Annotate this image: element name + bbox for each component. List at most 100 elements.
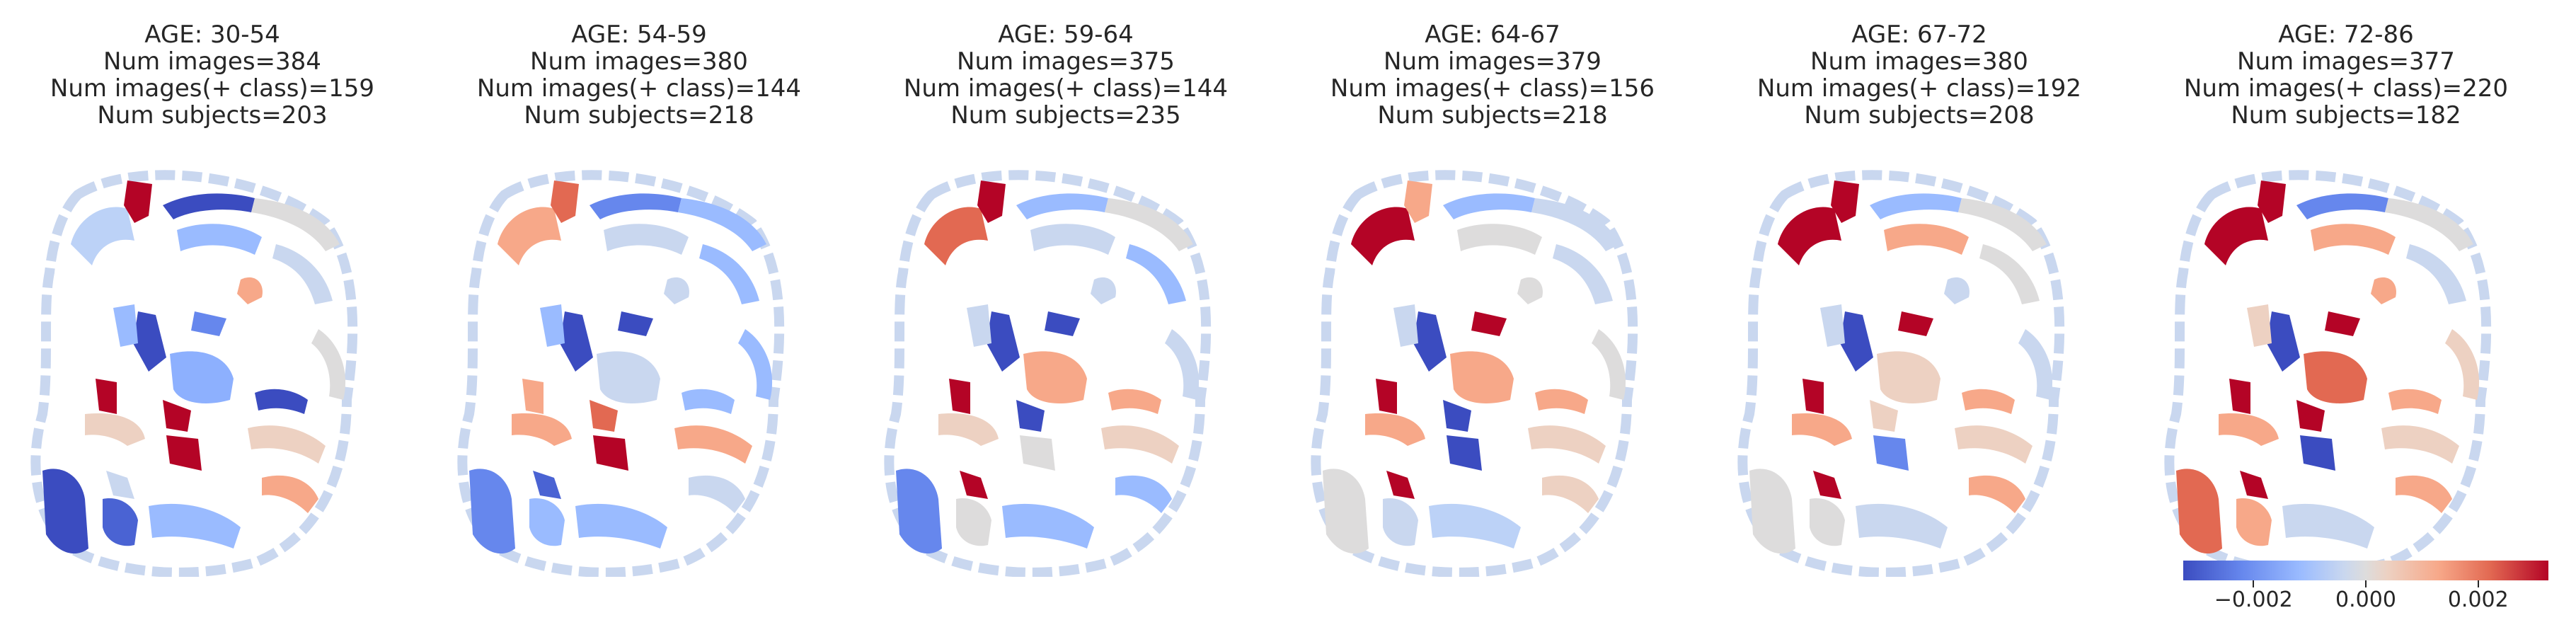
- region-insula2: [1962, 389, 2015, 414]
- age-panel: AGE: 59-64 Num images=375 Num images(+ cla…: [853, 0, 1278, 637]
- region-vent1: [1413, 311, 1447, 372]
- region-pf6: [1126, 244, 1186, 304]
- region-caud: [113, 304, 138, 347]
- region-insula: [1016, 400, 1045, 432]
- region-put: [1023, 351, 1087, 403]
- region-temp4: [1813, 471, 1841, 499]
- region-insula2: [1108, 389, 1161, 414]
- region-temp2: [103, 498, 138, 546]
- title-line: Num subjects=182: [2231, 101, 2461, 130]
- panel-title: AGE: 67-72 Num images=380 Num images(+ cla…: [1707, 21, 2132, 129]
- region-thal2: [938, 413, 999, 446]
- colorbar-gradient: [2183, 561, 2548, 580]
- region-pf5: [1030, 224, 1115, 255]
- brain-map: [1311, 170, 1638, 577]
- title-line: Num subjects=218: [524, 101, 754, 130]
- title-line: AGE: 67-72: [1851, 21, 1987, 49]
- region-thal1: [166, 435, 202, 471]
- region-vent1: [133, 311, 166, 372]
- region-temp1: [469, 469, 515, 554]
- title-line: Num subjects=208: [1804, 101, 2035, 130]
- title-line: AGE: 54-59: [571, 21, 707, 49]
- region-pf2: [1831, 180, 1859, 223]
- region-pf3: [1016, 193, 1108, 219]
- region-temp2: [1383, 498, 1418, 546]
- region-pf2: [551, 180, 579, 223]
- region-vent2: [1898, 311, 1933, 336]
- region-pf2: [977, 180, 1006, 223]
- colorbar-tick: [2253, 580, 2255, 587]
- region-pf2: [1404, 180, 1432, 223]
- region-vent2: [2325, 311, 2360, 336]
- region-ctx1: [2229, 379, 2250, 414]
- region-ctx2: [1165, 329, 1200, 400]
- title-line: Num images=380: [1810, 47, 2028, 76]
- title-line: Num images(+ class)=159: [50, 74, 375, 103]
- region-temp5: [1101, 425, 1179, 464]
- region-ctx3: [2396, 475, 2452, 513]
- region-pf1: [2204, 207, 2268, 265]
- title-line: AGE: 72-86: [2278, 21, 2414, 49]
- region-pf4: [1531, 198, 1620, 251]
- region-insula: [2296, 400, 2325, 432]
- region-pf1: [498, 207, 561, 265]
- region-ctx1: [949, 379, 970, 414]
- region-insula2: [2388, 389, 2442, 414]
- title-line: Num subjects=218: [1377, 101, 1608, 130]
- region-pf6: [1979, 244, 2040, 304]
- colorbar-tick-label: 0.000: [2335, 587, 2396, 612]
- age-panel: AGE: 54-59 Num images=380 Num images(+ cla…: [427, 0, 851, 637]
- region-temp5: [1955, 425, 2032, 464]
- region-vent3: [1944, 277, 1970, 304]
- region-temp5: [2381, 425, 2459, 464]
- region-ctx1: [96, 379, 117, 414]
- region-vent3: [2371, 277, 2396, 304]
- region-pf4: [1105, 198, 1193, 251]
- region-caud: [967, 304, 991, 347]
- panel-title: AGE: 54-59 Num images=380 Num images(+ cla…: [427, 21, 851, 129]
- region-ctx3: [1969, 475, 2025, 513]
- region-pf6: [2406, 244, 2466, 304]
- region-pf4: [251, 198, 340, 251]
- colorbar-tick-label: 0.002: [2447, 587, 2509, 612]
- region-pf4: [2385, 198, 2473, 251]
- colorbar-tick: [2477, 580, 2479, 587]
- age-panel: AGE: 64-67 Num images=379 Num images(+ cla…: [1280, 0, 1705, 637]
- region-vent1: [987, 311, 1020, 372]
- panel-title: AGE: 64-67 Num images=379 Num images(+ cla…: [1280, 21, 1705, 129]
- region-temp4: [2240, 471, 2268, 499]
- region-caud: [1393, 304, 1418, 347]
- region-put: [1450, 351, 1514, 403]
- region-pf2: [2258, 180, 2286, 223]
- region-vent3: [237, 277, 263, 304]
- region-ctx3: [1115, 475, 1172, 513]
- region-pf3: [590, 193, 682, 219]
- region-vent3: [1091, 277, 1116, 304]
- panel-title: AGE: 30-54 Num images=384 Num images(+ cla…: [0, 21, 425, 129]
- region-temp5: [674, 425, 752, 464]
- region-insula2: [1535, 389, 1588, 414]
- title-line: AGE: 30-54: [144, 21, 280, 49]
- region-vent1: [2267, 311, 2300, 372]
- region-temp4: [106, 471, 134, 499]
- region-ctx2: [2445, 329, 2480, 400]
- region-temp5: [248, 425, 326, 464]
- region-insula2: [255, 389, 308, 414]
- brain-map: [457, 170, 785, 577]
- region-pf5: [604, 224, 689, 255]
- region-insula: [590, 400, 618, 432]
- region-insula: [1443, 400, 1471, 432]
- title-line: Num images=379: [1384, 47, 1602, 76]
- region-temp1: [1323, 469, 1369, 554]
- region-vent3: [664, 277, 689, 304]
- region-thal2: [1365, 413, 1425, 446]
- title-line: Num images=384: [103, 47, 321, 76]
- region-thal2: [512, 413, 572, 446]
- colorbar-tick-label: −0.002: [2214, 587, 2293, 612]
- region-put: [1877, 351, 1940, 403]
- region-pf4: [678, 198, 766, 251]
- region-ctx1: [1802, 379, 1824, 414]
- region-pf5: [1884, 224, 1969, 255]
- region-temp3: [149, 503, 241, 549]
- region-temp4: [1386, 471, 1415, 499]
